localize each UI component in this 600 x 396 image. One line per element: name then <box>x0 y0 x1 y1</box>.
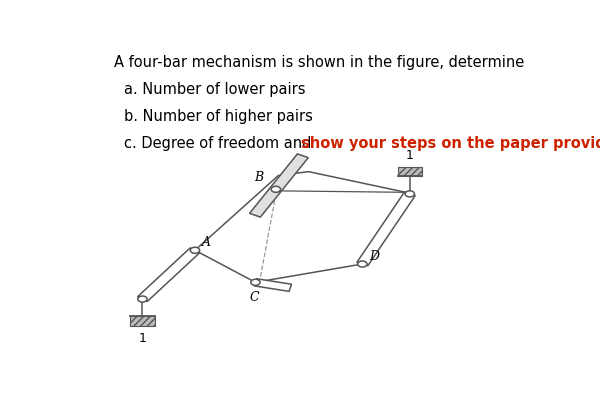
Text: show your steps on the paper provided: show your steps on the paper provided <box>301 136 600 150</box>
Polygon shape <box>137 248 200 301</box>
Circle shape <box>271 186 281 192</box>
Circle shape <box>405 191 415 197</box>
Polygon shape <box>250 154 308 217</box>
Circle shape <box>358 261 367 267</box>
Text: B: B <box>254 171 263 184</box>
Text: A four-bar mechanism is shown in the figure, determine: A four-bar mechanism is shown in the fig… <box>113 55 524 70</box>
Polygon shape <box>254 279 292 291</box>
Circle shape <box>138 296 147 302</box>
Text: C: C <box>249 291 259 305</box>
Text: a. Number of lower pairs: a. Number of lower pairs <box>124 82 305 97</box>
Bar <box>130 316 155 326</box>
Text: 1: 1 <box>139 332 146 345</box>
Text: A: A <box>202 236 211 249</box>
Polygon shape <box>357 192 415 266</box>
Text: c. Degree of freedom and: c. Degree of freedom and <box>124 136 316 150</box>
Bar <box>398 167 422 175</box>
Circle shape <box>190 247 200 253</box>
Text: D: D <box>370 250 379 263</box>
Circle shape <box>251 279 260 286</box>
Text: b. Number of higher pairs: b. Number of higher pairs <box>124 109 313 124</box>
Text: 1: 1 <box>406 148 414 162</box>
Polygon shape <box>195 171 409 282</box>
